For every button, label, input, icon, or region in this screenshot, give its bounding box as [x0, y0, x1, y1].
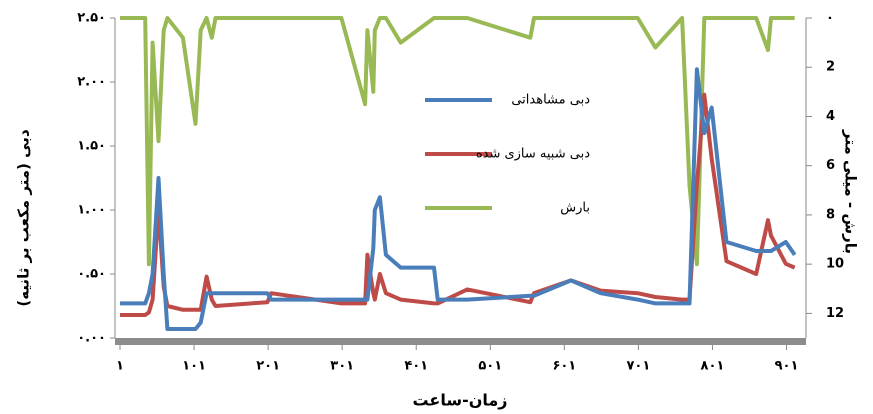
x-tick-label: ۱۰۱: [182, 359, 206, 374]
series-line: [120, 92, 796, 317]
series-line: [120, 67, 797, 331]
x-tick-label: ۱: [116, 359, 124, 374]
y2-tick-label: 10: [826, 257, 844, 272]
x-tick-label: ۳۰۱: [330, 359, 354, 374]
y2-tick-label: 4: [826, 109, 835, 124]
y2-tick-label: 2: [826, 60, 835, 75]
y-tick-label: ۲.۰۰: [77, 75, 106, 90]
y2-tick-label: 12: [826, 306, 844, 321]
legend-label: دبی مشاهداتی: [511, 93, 590, 108]
x-tick-label: ۶۰۱: [552, 359, 576, 374]
legend-label: دبی شبیه سازی شده: [476, 147, 590, 162]
y-tick-label: ۱.۰۰: [77, 203, 106, 218]
x-axis: [115, 338, 806, 345]
x-tick-label: ۹۰۱: [775, 359, 799, 374]
series-line: [120, 16, 795, 267]
x-tick-label: ۵۰۱: [478, 359, 502, 374]
x-tick-label: ۸۰۱: [701, 359, 725, 374]
y-tick-label: ۲.۵۰: [77, 11, 106, 26]
y2-axis-label: بارش - میلی متر: [842, 129, 860, 254]
x-tick-label: ۲۰۱: [256, 359, 280, 374]
y2-tick-label: 8: [826, 207, 835, 222]
y-tick-label: ۱.۵۰: [77, 139, 106, 154]
y-axis-label: دبی (متر مکعب بر ثانیه): [15, 129, 33, 307]
x-axis-label: زمان-ساعت: [412, 391, 507, 410]
y2-tick-label: 6: [826, 158, 835, 173]
x-tick-label: ۴۰۱: [404, 359, 428, 374]
y-tick-label: ۰.۰۰: [77, 331, 106, 346]
y2-tick-label: ۰: [826, 11, 834, 26]
y-tick-label: ۰.۵۰: [77, 267, 106, 282]
x-tick-label: ۷۰۱: [627, 359, 651, 374]
legend-label: بارش: [560, 201, 590, 216]
